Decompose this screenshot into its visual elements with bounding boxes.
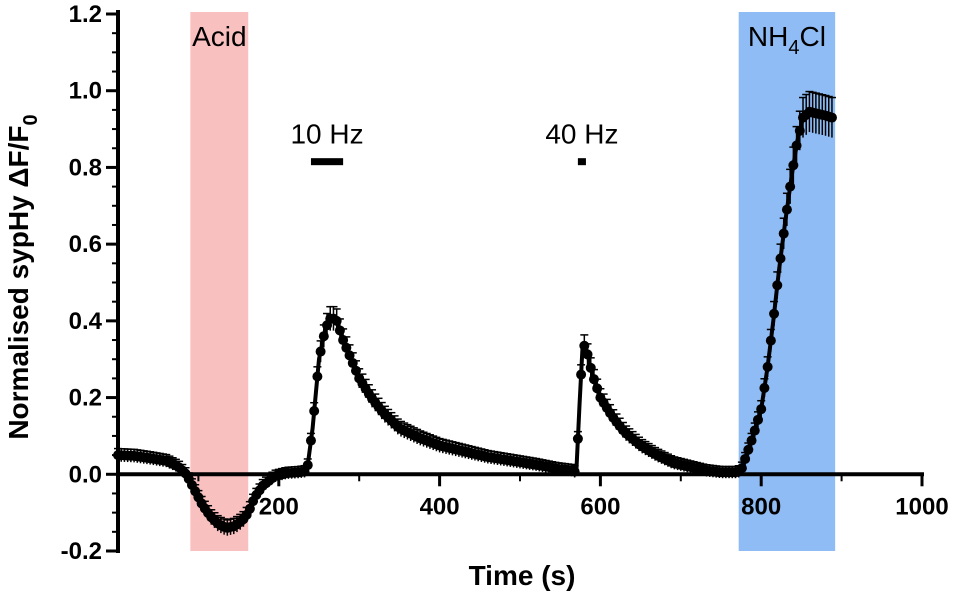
data-point: [302, 460, 313, 471]
data-point: [772, 280, 783, 291]
y-tick-label: 1.0: [69, 78, 102, 105]
y-axis-label-subscript: 0: [20, 114, 42, 125]
y-tick-label: 0.2: [69, 385, 102, 412]
axes: -0.2 0.0 0.2 0.4 0.6 0.8 1.0 1.2 200 400 600 800 100…: [61, 1, 949, 565]
y-axis-label: Normalised sypHy ΔF/F0: [3, 114, 42, 439]
data-point: [762, 361, 773, 372]
nh4cl-region: [738, 12, 836, 551]
data-point: [759, 382, 770, 393]
acid-region: [190, 12, 249, 551]
y-tick-label: -0.2: [61, 538, 102, 565]
data-point: [582, 349, 593, 360]
data-point: [572, 433, 583, 444]
x-tick-label: 1000: [895, 493, 948, 520]
data-point: [781, 204, 792, 215]
y-tick-label: 0.6: [69, 231, 102, 258]
data-point: [775, 253, 786, 264]
data-point: [305, 435, 316, 446]
y-tick-label: 0.4: [69, 308, 103, 335]
annotations: Acid NH4Cl 10 Hz 40 Hz: [192, 21, 826, 166]
y-tick-label: 0.8: [69, 154, 102, 181]
nh4cl-label-subscript: 4: [788, 37, 799, 59]
nh4cl-label-main: NH: [748, 21, 788, 52]
data-point: [785, 181, 796, 192]
y-axis-label-main: Normalised sypHy ΔF/F: [3, 125, 34, 439]
data-point: [309, 405, 320, 416]
data-point: [569, 466, 580, 477]
x-tick-label: 200: [259, 493, 299, 520]
data-point: [312, 371, 323, 382]
data-point: [765, 335, 776, 346]
data-point: [778, 228, 789, 239]
series-layer: [113, 90, 837, 536]
nh4cl-label-tail: Cl: [799, 21, 825, 52]
x-axis-label: Time (s): [469, 560, 576, 591]
y-tick-label: 1.2: [69, 1, 102, 28]
stim-10hz-label: 10 Hz: [290, 119, 363, 150]
stim-40hz-label: 40 Hz: [545, 119, 618, 150]
stim-10hz-bar: [310, 158, 344, 166]
x-tick-label: 800: [741, 493, 781, 520]
data-point: [736, 463, 747, 474]
x-tick-label: 400: [420, 493, 460, 520]
y-tick-label: 0.0: [69, 461, 102, 488]
data-point: [576, 369, 587, 380]
x-tick-label: 600: [580, 493, 620, 520]
data-point: [749, 425, 760, 436]
data-point: [756, 404, 767, 415]
nh4cl-label: NH4Cl: [748, 21, 826, 59]
data-point: [769, 308, 780, 319]
acid-label: Acid: [192, 21, 246, 52]
data-point: [315, 346, 326, 357]
stim-40hz-bar: [577, 158, 586, 166]
data-point: [826, 112, 837, 123]
